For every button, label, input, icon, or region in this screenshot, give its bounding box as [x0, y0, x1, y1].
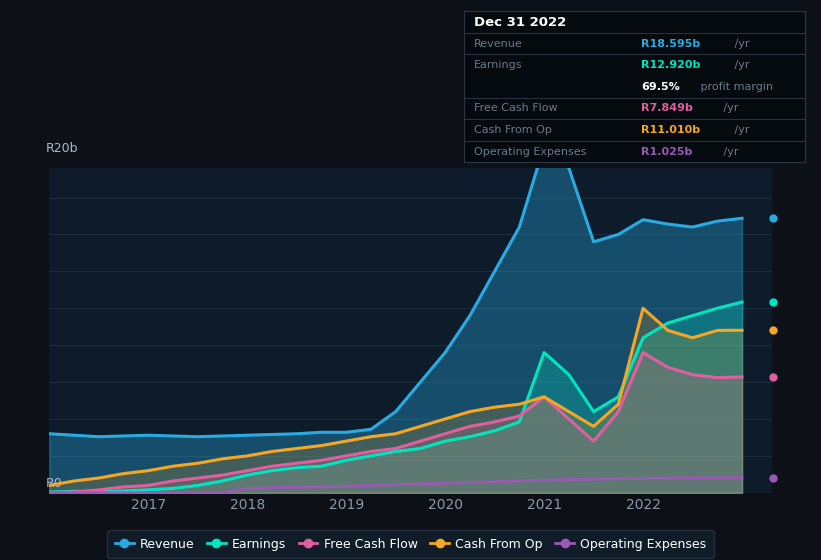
- Text: Earnings: Earnings: [474, 60, 523, 70]
- Text: Free Cash Flow: Free Cash Flow: [474, 104, 557, 114]
- Text: profit margin: profit margin: [697, 82, 773, 92]
- Text: R12.920b: R12.920b: [641, 60, 700, 70]
- Text: R18.595b: R18.595b: [641, 39, 700, 49]
- Text: R1.025b: R1.025b: [641, 147, 692, 157]
- Text: /yr: /yr: [731, 125, 750, 135]
- Text: Operating Expenses: Operating Expenses: [474, 147, 586, 157]
- Text: R20b: R20b: [46, 142, 78, 155]
- Text: Dec 31 2022: Dec 31 2022: [474, 16, 566, 29]
- Text: /yr: /yr: [720, 104, 738, 114]
- Legend: Revenue, Earnings, Free Cash Flow, Cash From Op, Operating Expenses: Revenue, Earnings, Free Cash Flow, Cash …: [108, 530, 713, 558]
- Text: R11.010b: R11.010b: [641, 125, 700, 135]
- Text: 69.5%: 69.5%: [641, 82, 680, 92]
- Text: /yr: /yr: [731, 60, 750, 70]
- Text: Cash From Op: Cash From Op: [474, 125, 552, 135]
- Text: Revenue: Revenue: [474, 39, 523, 49]
- Text: /yr: /yr: [731, 39, 750, 49]
- Text: R7.849b: R7.849b: [641, 104, 693, 114]
- Text: R0: R0: [46, 477, 62, 489]
- Text: /yr: /yr: [720, 147, 738, 157]
